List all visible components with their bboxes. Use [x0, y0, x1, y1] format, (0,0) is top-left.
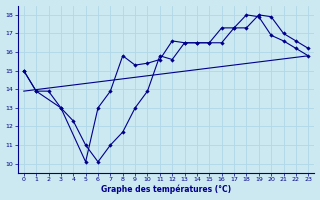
X-axis label: Graphe des températures (°C): Graphe des températures (°C)	[101, 185, 231, 194]
